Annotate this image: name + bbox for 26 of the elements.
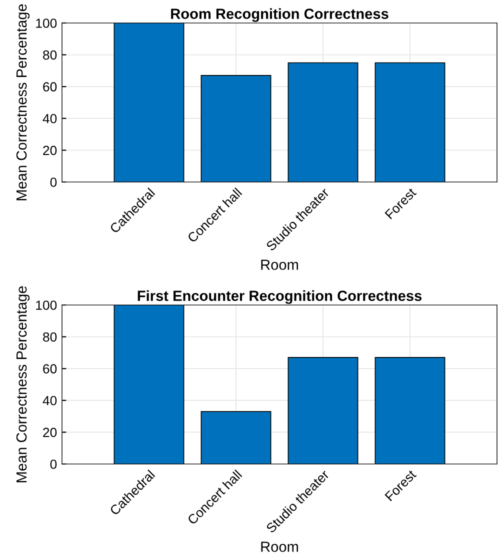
x-axis-title: Room: [261, 260, 298, 270]
y-tick-label: 20: [43, 428, 57, 438]
y-axis-title: Mean Correctness Percentage: [16, 286, 30, 482]
chart-title: Room Recognition Correctness: [171, 8, 388, 22]
bar: [374, 357, 446, 464]
bar: [374, 62, 446, 182]
y-tick-label: 80: [43, 332, 57, 342]
y-tick-label: 100: [36, 18, 57, 28]
y-tick-label: 60: [43, 364, 57, 374]
bar: [114, 23, 184, 182]
bar: [200, 411, 272, 464]
y-tick-label: 80: [43, 50, 57, 60]
bar: [288, 62, 358, 182]
y-axis-title: Mean Correctness Percentage: [16, 4, 30, 200]
x-axis-title: Room: [261, 542, 298, 552]
y-tick-label: 60: [43, 82, 57, 92]
y-tick-label: 0: [50, 460, 57, 469]
bar: [200, 75, 272, 182]
y-tick-label: 40: [42, 114, 57, 124]
chart-title: First Encounter Recognition Correctness: [138, 290, 422, 304]
y-tick-label: 100: [36, 300, 57, 310]
y-tick-label: 0: [50, 178, 57, 187]
bar: [288, 357, 358, 464]
y-tick-label: 40: [42, 396, 57, 406]
bar: [114, 305, 184, 464]
y-tick-label: 20: [43, 146, 57, 156]
